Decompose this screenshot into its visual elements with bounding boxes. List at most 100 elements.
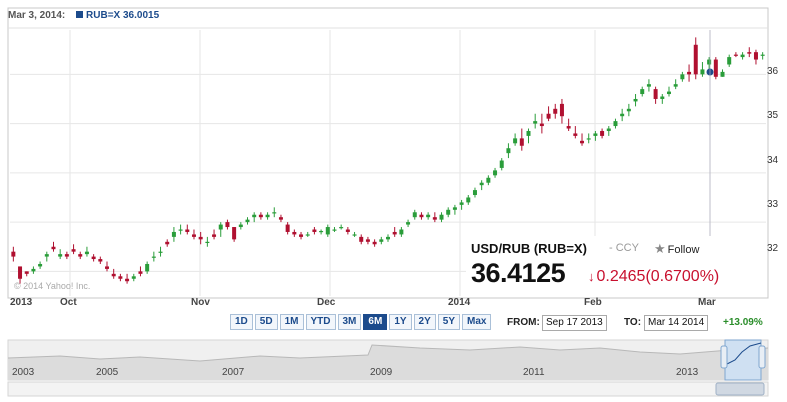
candle-body xyxy=(747,52,752,54)
candle-body xyxy=(44,254,49,257)
candle-body xyxy=(687,71,692,75)
hover-readout: Mar 3, 2014: RUB=X 36.0015 xyxy=(8,10,159,21)
candle-body xyxy=(386,236,390,240)
range-1y-button[interactable]: 1Y xyxy=(389,314,412,330)
candle-body xyxy=(118,276,123,279)
candle-body xyxy=(519,138,524,146)
candle-body xyxy=(426,214,431,218)
star-icon: ★ xyxy=(654,241,666,256)
quote-currency: - CCY xyxy=(609,242,639,254)
candle-body xyxy=(245,219,250,223)
candle-body xyxy=(339,227,344,229)
candle-body xyxy=(640,89,645,95)
to-date-input[interactable]: Mar 14 2014 xyxy=(644,315,709,331)
candle-body xyxy=(285,224,290,232)
x-tick-label: Feb xyxy=(584,297,602,308)
navigator-year-label: 2005 xyxy=(96,367,119,378)
candle-body xyxy=(472,190,477,196)
navigator-year-label: 2011 xyxy=(523,367,545,378)
candle-body xyxy=(78,254,83,257)
candle-body xyxy=(399,229,404,235)
candle-body xyxy=(305,234,310,236)
range-5d-button[interactable]: 5D xyxy=(254,314,278,330)
candle-body xyxy=(720,71,725,77)
y-tick-label: 36 xyxy=(767,66,779,77)
candle-body xyxy=(51,246,56,250)
candle-body xyxy=(258,214,263,218)
range-6m-button[interactable]: 6M xyxy=(363,314,388,330)
candle-body xyxy=(38,263,43,267)
candle-body xyxy=(98,259,103,262)
candle-body xyxy=(91,256,96,260)
candle-body xyxy=(352,234,357,236)
arrow-down-icon: ↓ xyxy=(588,269,595,284)
candle-body xyxy=(553,108,558,114)
range-5y-button[interactable]: 5Y xyxy=(437,314,461,330)
candle-body xyxy=(713,59,718,77)
candle-body xyxy=(299,234,304,237)
navigator xyxy=(7,339,769,397)
candle-body xyxy=(225,222,230,228)
candle-body xyxy=(332,229,337,231)
follow-button[interactable]: ★ Follow xyxy=(654,241,699,257)
candle-body xyxy=(586,138,591,140)
navigator-scrollbar xyxy=(7,381,769,397)
candle-body xyxy=(493,170,498,176)
y-tick-label: 35 xyxy=(767,110,779,121)
range-1m-button[interactable]: 1M xyxy=(279,314,304,330)
candle-body xyxy=(499,160,504,168)
candle-body xyxy=(466,197,471,203)
x-tick-label: 2014 xyxy=(448,297,471,308)
range-max-button[interactable]: Max xyxy=(462,314,492,330)
candle-body xyxy=(613,121,618,127)
to-label: TO: xyxy=(624,317,642,328)
y-tick-label: 32 xyxy=(767,243,779,254)
candle-body xyxy=(24,271,29,274)
candle-body xyxy=(319,230,324,233)
candle-body xyxy=(198,236,203,240)
candle-body xyxy=(459,202,464,205)
from-date-input[interactable]: Sep 17 2013 xyxy=(542,315,607,331)
hover-series-value: RUB=X 36.0015 xyxy=(86,10,160,21)
candle-body xyxy=(419,214,424,218)
candle-body xyxy=(707,59,712,65)
quote-change: ↓ 0.2465(0.6700%) xyxy=(588,268,719,286)
candle-body xyxy=(412,212,417,218)
navigator-year-label: 2007 xyxy=(222,367,245,378)
candle-body xyxy=(359,236,364,242)
candle-body xyxy=(673,84,678,87)
candle-body xyxy=(633,98,638,102)
period-change: +13.09% xyxy=(723,317,763,328)
candle-body xyxy=(31,268,36,272)
candle-body xyxy=(151,256,156,258)
range-3m-button[interactable]: 3M xyxy=(337,314,362,330)
navigator-handle-right xyxy=(758,345,766,369)
range-ytd-button[interactable]: YTD xyxy=(305,314,336,330)
navigator-year-label: 2003 xyxy=(12,367,35,378)
candle-body xyxy=(218,224,223,230)
candle-body xyxy=(58,254,63,257)
hover-date: Mar 3, 2014: xyxy=(8,10,66,21)
candle-body xyxy=(513,138,518,144)
range-2y-button[interactable]: 2Y xyxy=(413,314,436,330)
range-1d-button[interactable]: 1D xyxy=(230,314,253,330)
candle-body xyxy=(580,140,585,144)
candle-body xyxy=(265,214,270,218)
x-tick-label: Dec xyxy=(317,297,336,308)
candle-body xyxy=(760,54,765,56)
candle-body xyxy=(111,273,116,277)
candle-body xyxy=(392,231,397,235)
candle-body xyxy=(566,126,571,129)
x-tick-label: 2013 xyxy=(10,297,33,308)
candle-body xyxy=(486,177,491,183)
candle-body xyxy=(205,241,210,244)
candle-body xyxy=(212,234,217,237)
navigator-area xyxy=(8,345,768,380)
candle-body xyxy=(620,113,625,117)
range-selector: 1D 5D 1M YTD 3M 6M 1Y 2Y 5Y Max xyxy=(230,314,492,330)
candle-body xyxy=(185,229,190,232)
candle-body xyxy=(345,229,350,232)
candle-body xyxy=(11,251,16,257)
candle-body xyxy=(573,133,578,136)
